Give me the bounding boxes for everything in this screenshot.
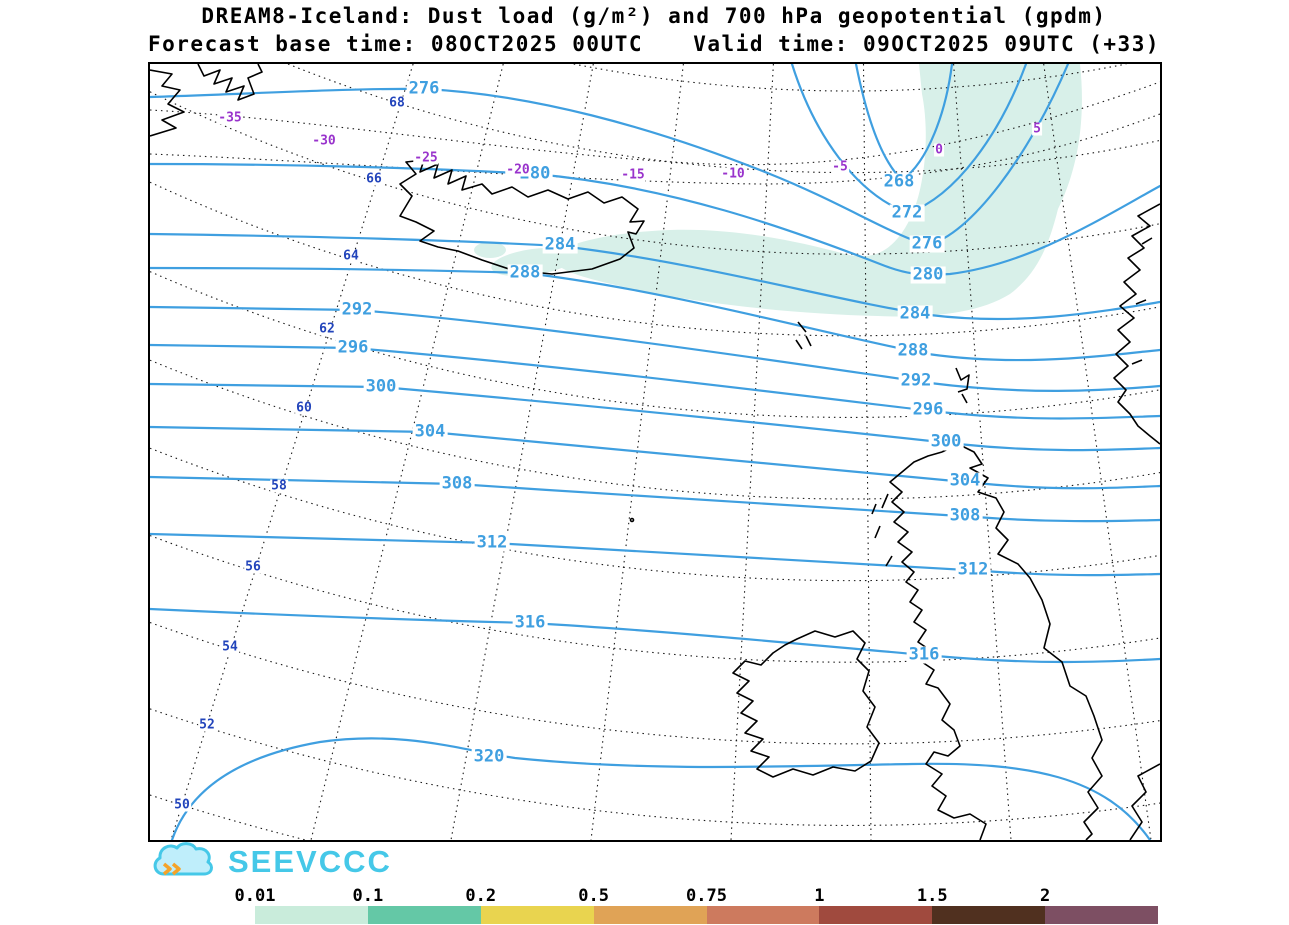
longitude-gridline [170,64,414,840]
colorbar-segment [1045,906,1158,924]
contour-276 [150,64,1070,247]
cloud-icon [153,842,213,876]
latitude-gridline [150,708,1160,826]
colorbar-tick-label: 0.2 [465,886,497,906]
contour-320 [170,737,1152,840]
contour-280 [150,162,1160,276]
contour-316 [150,607,1160,664]
contour-304 [150,425,1160,490]
colorbar-tick-label: 0.01 [234,886,276,906]
contour-300 [150,382,1160,452]
colorbar-segment [819,906,933,924]
colorbar [255,906,1158,924]
latitude-gridline [150,271,1160,418]
coastline-continent [1129,763,1160,840]
coastline-greenland [150,69,185,137]
colorbar-segment [593,906,707,924]
coastline-shetland [955,367,970,404]
forecast-base-time: Forecast base time: 08OCT2025 00UTC [148,32,644,56]
colorbar-segment [255,906,368,924]
colorbar-tick-label: 1 [814,886,825,906]
latitude-gridline [573,64,1127,92]
latitude-gridline [150,447,1160,582]
coastline-britain-east [941,443,1103,840]
coastline-norway [1113,203,1160,445]
contour-296 [150,343,1160,420]
dust-patch [474,242,506,258]
latitude-gridline [287,64,1160,174]
coastline-faroe-islands [795,321,812,350]
isotherm-line [150,113,1160,185]
latitude-gridline [150,794,309,840]
contour-288 [150,266,1160,362]
coastline-britain-west [889,451,987,840]
page-title: DREAM8-Iceland: Dust load (g/m²) and 700… [201,4,1107,28]
colorbar-segment [932,906,1046,924]
longitude-gridline [862,64,872,840]
latitude-gridline [150,621,1160,745]
colorbar-segment [706,906,820,924]
longitude-gridline [1043,64,1152,840]
colorbar-ticks: 0.01 0.1 0.2 0.5 0.75 1 1.5 2 [235,886,1158,906]
longitude-gridline [450,64,594,840]
colorbar-tick-label: 1.5 [916,886,948,906]
coastline-iceland [399,159,645,275]
subtitle-row: Forecast base time: 08OCT2025 00UTC Vali… [148,32,1160,56]
contour-308 [150,475,1160,523]
header: DREAM8-Iceland: Dust load (g/m²) and 700… [148,4,1160,56]
map-svg [150,64,1160,840]
longitude-gridline [730,64,774,840]
latitude-gridline [150,91,1160,255]
contour-312 [150,532,1160,577]
latitude-gridline [150,535,1160,663]
colorbar-tick-label: 0.1 [352,886,384,906]
valid-time: Valid time: 09OCT2025 09UTC (+33) [693,32,1160,56]
isotherm-line [150,81,1160,166]
longitude-gridline [310,64,504,840]
colorbar-segment [367,906,481,924]
coastline-ireland [732,630,880,778]
colorbar-segment [480,906,594,924]
logo-text: SEEVCCC [228,844,392,879]
contour-284 [150,232,1160,321]
seevccc-logo: SEEVCCC [150,840,392,884]
colorbar-tick-label: 0.75 [686,886,727,906]
contour-292 [150,305,1160,392]
coastline-norway-fjords [1131,237,1153,365]
coastline-greenland [197,64,263,101]
colorbar-tick-label: 2 [1040,886,1051,906]
isotherm-layer [150,81,1160,185]
dust-patch [550,64,1082,317]
coastline-hebrides [871,493,893,567]
colorbar-tick-label: 0.5 [578,886,609,906]
coastline-islet [629,517,635,523]
map-canvas: 276 280 268 272 284 276 288 280 292 284 296 288 292 3… [148,62,1162,842]
